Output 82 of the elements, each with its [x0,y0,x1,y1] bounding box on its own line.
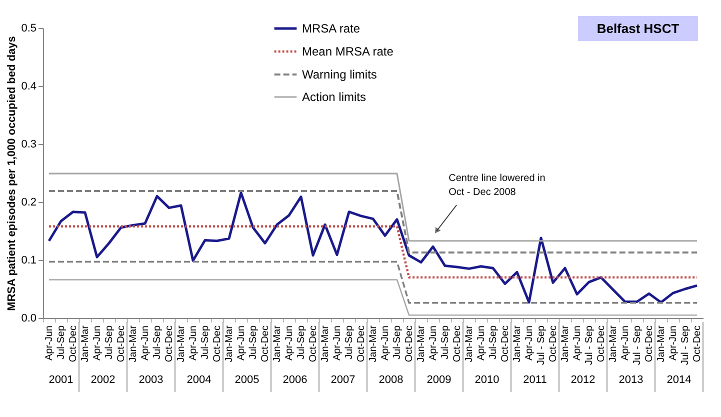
y-tick-label: 0.3 [21,138,36,150]
x-tick-label: Apr-Jun [332,326,343,361]
x-tick-label: Apr-Jun [188,326,199,361]
y-tick-label: 0.5 [21,22,36,34]
text: 2008 [378,374,404,386]
y-tick-label: 0.2 [21,196,36,208]
x-tick-label: Jul - Sep [680,325,691,365]
y-tick-label: 0.1 [21,254,36,266]
x-tick-label: Apr-Jun [428,326,439,361]
x-tick-label: Jan-Mar [656,324,667,362]
x-tick-label: Jul - Sep [584,325,595,365]
x-tick-label: Jul-Sep [440,325,451,360]
legend-label: Mean MRSA rate [302,44,394,58]
x-tick-label: Oct-Dec [404,326,415,362]
x-tick-label: Jan-Mar [176,324,187,362]
x-tick-label: Jul-Sep [152,325,163,360]
x-tick-label: Oct-Dec [116,326,127,362]
x-tick-label: Jan-Mar [80,324,91,362]
x-tick-label: Jul-Sep [296,325,307,360]
text: 2004 [186,374,212,386]
x-tick-label: Jan-Mar [272,324,283,362]
x-tick-label: Jul-Sep [488,325,499,360]
x-tick-label: Apr-Jun [44,326,55,361]
text: 2012 [570,374,596,386]
x-tick-label: Oct-Dec [452,326,463,362]
x-tick-label: Oct-Dec [260,326,271,362]
legend-label: Action limits [302,90,366,104]
text: 2011 [523,374,547,386]
x-tick-label: Jul-Sep [248,325,259,360]
x-tick-label: Jan-Mar [416,324,427,362]
text: 2005 [234,374,260,386]
x-tick-label: Apr-Jun [92,326,103,361]
x-tick-label: Apr-Jun [380,326,391,361]
x-tick-label: Jan-Mar [464,324,475,362]
x-tick-label: Apr-Jun [476,326,487,361]
x-tick-label: Oct-Dec [356,326,367,362]
x-tick-label: Oct-Dec [596,326,607,362]
x-tick-label: Jul-Sep [392,325,403,360]
x-tick-label: Oct-Dec [548,326,559,362]
x-tick-label: Apr-Jun [236,326,247,361]
x-tick-label: Jul-Sep [56,325,67,360]
x-tick-label: Jan-Mar [368,324,379,362]
text: 2007 [330,374,356,386]
x-tick-label: Jan-Mar [320,324,331,362]
text: 2010 [474,374,500,386]
annotation: Centre line lowered in Oct - Dec 2008 [448,173,546,198]
x-tick-label: Jul - Sep [632,325,643,365]
x-tick-label: Oct-Dec [692,326,703,362]
chart-title: Belfast HSCT [596,21,680,36]
text: 2013 [618,374,644,386]
legend-label: Warning limits [302,68,377,82]
x-tick-label: Apr-Jun [668,326,679,361]
x-tick-label: Apr-Jun [572,326,583,361]
legend-label: MRSA rate [302,22,360,36]
x-tick-label: Jan-Mar [512,324,523,362]
text: 2003 [138,374,164,386]
x-tick-label: Jul-Sep [200,325,211,360]
x-tick-label: Apr-Jun [524,326,535,361]
text: 2009 [426,374,452,386]
x-tick-label: Oct-Dec [500,326,511,362]
x-tick-label: Apr-Jun [140,326,151,361]
text: 2014 [666,374,692,386]
text: 2001 [48,374,74,386]
x-tick-label: Jul-Sep [344,325,355,360]
x-tick-label: Apr-Jun [620,326,631,361]
x-tick-label: Jul - Sep [536,325,547,365]
x-tick-label: Jan-Mar [224,324,235,362]
x-tick-label: Oct-Dec [308,326,319,362]
y-tick-label: 0.0 [21,312,36,324]
x-tick-label: Oct-Dec [212,326,223,362]
y-axis-title: MRSA patient episodes per 1,000 occupied bed days [6,36,18,311]
x-tick-label: Jan-Mar [608,324,619,362]
text: 2002 [90,374,116,386]
x-tick-label: Oct-Dec [164,326,175,362]
x-tick-label: Oct-Dec [68,326,79,362]
text: 2006 [282,374,308,386]
x-tick-label: Jan-Mar [128,324,139,362]
x-tick-label: Jul-Sep [104,325,115,360]
y-tick-label: 0.4 [21,80,36,92]
x-tick-label: Oct-Dec [644,326,655,362]
x-tick-label: Jan-Mar [560,324,571,362]
x-tick-label: Apr-Jun [284,326,295,361]
